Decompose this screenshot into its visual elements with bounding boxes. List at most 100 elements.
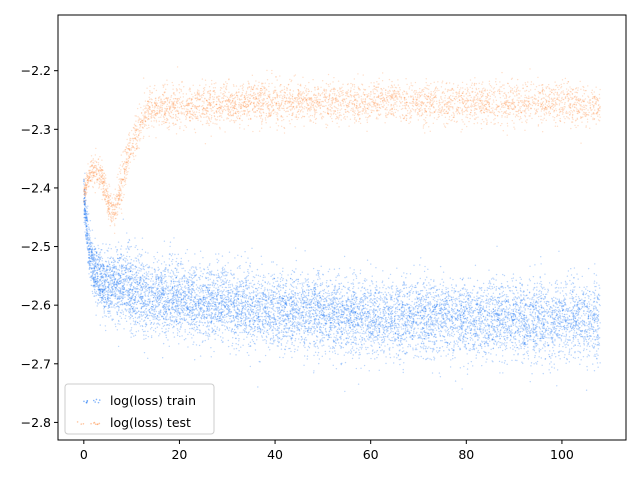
data-point — [338, 312, 341, 314]
data-point — [428, 313, 430, 316]
data-point — [573, 289, 575, 291]
data-point — [522, 294, 525, 296]
data-point — [112, 257, 114, 260]
data-point — [384, 302, 387, 305]
data-point — [513, 335, 515, 338]
data-point — [482, 315, 485, 318]
data-point — [459, 303, 461, 306]
data-point — [587, 326, 590, 328]
data-point — [321, 308, 323, 310]
data-point — [298, 330, 301, 332]
data-point — [509, 334, 512, 337]
data-point — [520, 299, 523, 301]
data-point — [507, 295, 509, 298]
data-point — [158, 279, 160, 281]
data-point — [434, 327, 436, 329]
data-point — [551, 329, 553, 331]
data-point — [295, 268, 297, 270]
data-point — [484, 351, 486, 354]
data-point — [232, 306, 234, 308]
data-point — [96, 269, 98, 271]
data-point — [107, 300, 110, 302]
data-point — [127, 269, 130, 271]
data-point — [209, 296, 211, 298]
data-point — [295, 302, 298, 304]
data-point — [574, 313, 577, 315]
data-point — [503, 317, 505, 319]
data-point — [571, 296, 574, 298]
data-point — [332, 322, 335, 325]
data-point — [502, 287, 504, 289]
data-point — [319, 305, 322, 308]
data-point — [318, 315, 320, 317]
data-point — [558, 316, 561, 319]
data-point — [502, 324, 504, 326]
data-point — [591, 328, 594, 330]
data-point — [263, 290, 265, 292]
data-point — [375, 284, 378, 287]
data-point — [314, 301, 316, 303]
data-point — [466, 353, 468, 355]
data-point — [228, 286, 230, 289]
data-point — [315, 297, 317, 299]
data-point — [162, 290, 165, 293]
data-point — [303, 300, 305, 302]
data-point — [143, 351, 146, 354]
data-point — [564, 354, 566, 356]
data-point — [491, 295, 493, 297]
data-point — [87, 256, 90, 259]
data-point — [466, 302, 469, 304]
data-point — [543, 321, 545, 323]
data-point — [272, 307, 274, 309]
data-point — [133, 335, 135, 337]
data-point — [354, 274, 357, 276]
data-point — [88, 226, 90, 228]
data-point — [370, 263, 372, 265]
data-point — [464, 296, 467, 298]
data-point — [411, 285, 414, 288]
data-point — [232, 317, 235, 319]
data-point — [272, 332, 274, 334]
data-point — [363, 307, 365, 310]
data-point — [267, 302, 270, 304]
data-point — [136, 248, 139, 251]
data-point — [167, 286, 169, 289]
data-point — [305, 312, 307, 314]
data-point — [425, 336, 427, 338]
data-point — [196, 316, 198, 318]
data-point — [103, 265, 105, 268]
data-point — [217, 273, 220, 275]
data-point — [124, 296, 126, 298]
data-point — [369, 316, 372, 318]
data-point — [509, 338, 512, 341]
data-point — [213, 329, 215, 331]
data-point — [139, 320, 141, 322]
data-point — [506, 320, 509, 323]
data-point — [400, 335, 402, 337]
data-point — [589, 320, 591, 323]
data-point — [264, 294, 266, 296]
data-point — [227, 271, 229, 274]
data-point — [382, 309, 384, 311]
data-point — [513, 354, 515, 356]
data-point — [394, 316, 396, 318]
data-point — [482, 330, 484, 332]
data-point — [326, 286, 329, 288]
data-point — [387, 292, 390, 294]
data-point — [541, 330, 544, 333]
data-point — [141, 262, 143, 264]
data-point — [378, 328, 381, 330]
data-point — [269, 304, 271, 306]
data-point — [188, 311, 191, 314]
data-point — [540, 314, 543, 316]
data-point — [451, 320, 453, 323]
data-point — [244, 312, 246, 314]
data-point — [131, 302, 134, 304]
data-point — [294, 247, 297, 249]
data-point — [234, 295, 237, 297]
data-point — [256, 323, 259, 326]
data-point — [340, 342, 343, 344]
data-point — [194, 359, 196, 361]
data-point — [269, 289, 271, 291]
data-point — [366, 328, 368, 330]
